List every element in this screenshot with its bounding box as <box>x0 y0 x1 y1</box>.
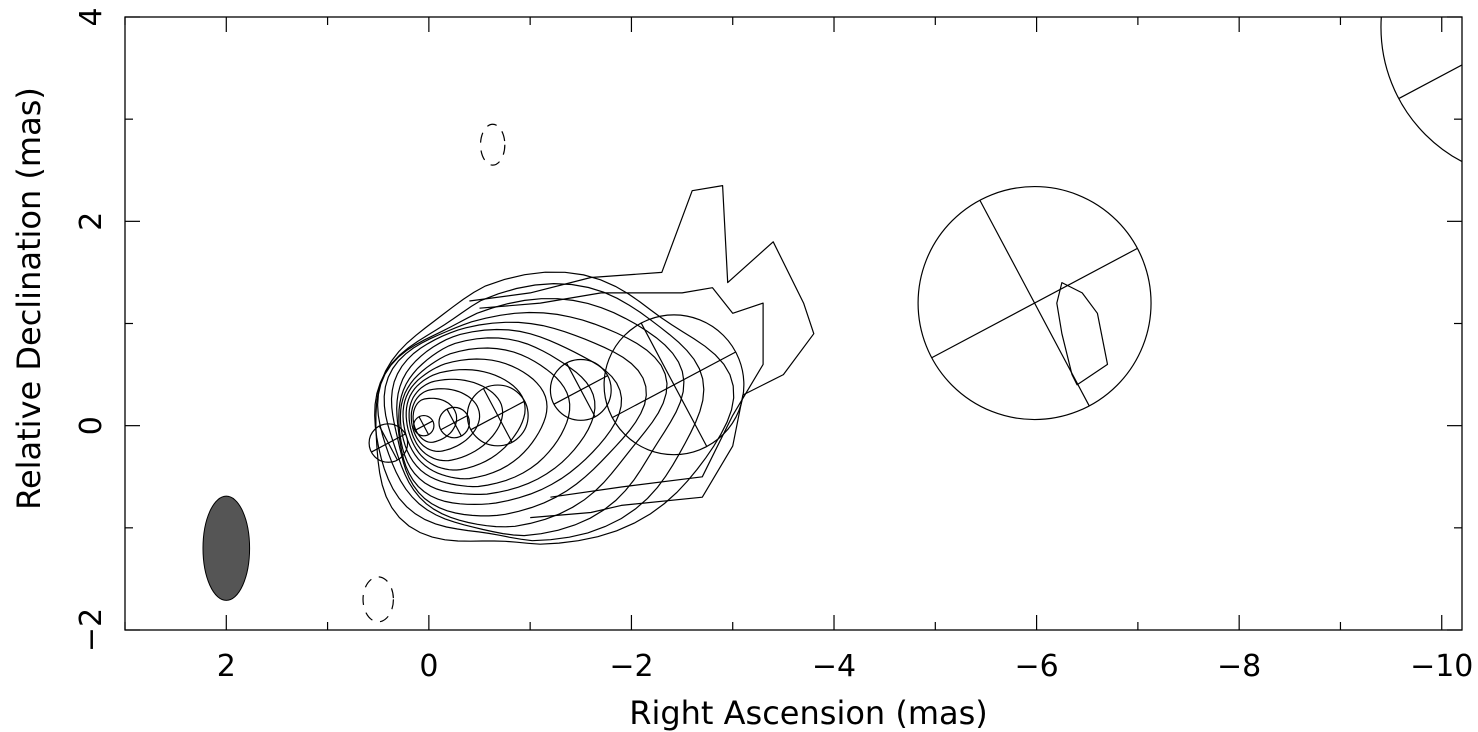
jet-contour <box>479 287 764 498</box>
jet-contour <box>1056 282 1109 386</box>
model-component-cross <box>931 247 1138 359</box>
x-tick-label: −2 <box>609 649 653 684</box>
x-tick-label: −6 <box>1014 649 1058 684</box>
model-component-circle <box>603 314 745 456</box>
y-tick-label: −2 <box>74 608 109 652</box>
model-component-circle <box>368 423 409 463</box>
y-tick-label: 2 <box>74 212 109 231</box>
contour-line <box>412 397 458 443</box>
beam-ellipse <box>202 495 251 601</box>
model-component-circle <box>549 358 612 421</box>
x-axis-label: Right Ascension (mas) <box>629 694 988 732</box>
model-component-cross <box>470 400 525 431</box>
jet-outer-contours <box>362 123 1109 623</box>
contour-line <box>410 388 481 453</box>
contour-line <box>396 328 623 506</box>
contour-line <box>390 321 647 517</box>
model-component-cross <box>1398 64 1462 100</box>
contour-lines <box>374 271 735 545</box>
model-component-circle <box>438 406 470 439</box>
contour-line <box>375 271 735 545</box>
y-tick-label: 0 <box>74 416 109 435</box>
model-component-cross <box>371 433 406 453</box>
model-component-circle <box>413 414 435 437</box>
x-tick-label: 2 <box>217 649 236 684</box>
model-component-cross <box>440 414 468 431</box>
model-component-circle <box>466 384 529 447</box>
contour-line <box>402 358 548 480</box>
model-component-circle <box>1380 17 1462 163</box>
model-components <box>368 0 1478 463</box>
model-component-cross <box>611 351 736 419</box>
model-component-circle <box>917 185 1152 421</box>
contour-line <box>399 347 571 488</box>
contour-line <box>405 368 526 471</box>
model-component-cross <box>1462 0 1478 161</box>
negative-contour <box>479 123 506 166</box>
y-tick-label: 4 <box>74 7 109 26</box>
plot-frame <box>124 16 1463 631</box>
y-axis-label: Relative Declination (mas) <box>10 87 48 510</box>
contour-line <box>398 337 596 495</box>
x-tick-label: −4 <box>812 649 856 684</box>
contour-line <box>408 378 504 462</box>
jet-contour <box>469 185 815 519</box>
x-tick-label: −10 <box>1410 649 1473 684</box>
model-component-cross <box>414 420 434 431</box>
model-component-cross <box>553 375 608 405</box>
negative-contour <box>362 576 395 623</box>
x-tick-label: −8 <box>1217 649 1261 684</box>
x-tick-label: 0 <box>419 649 438 684</box>
